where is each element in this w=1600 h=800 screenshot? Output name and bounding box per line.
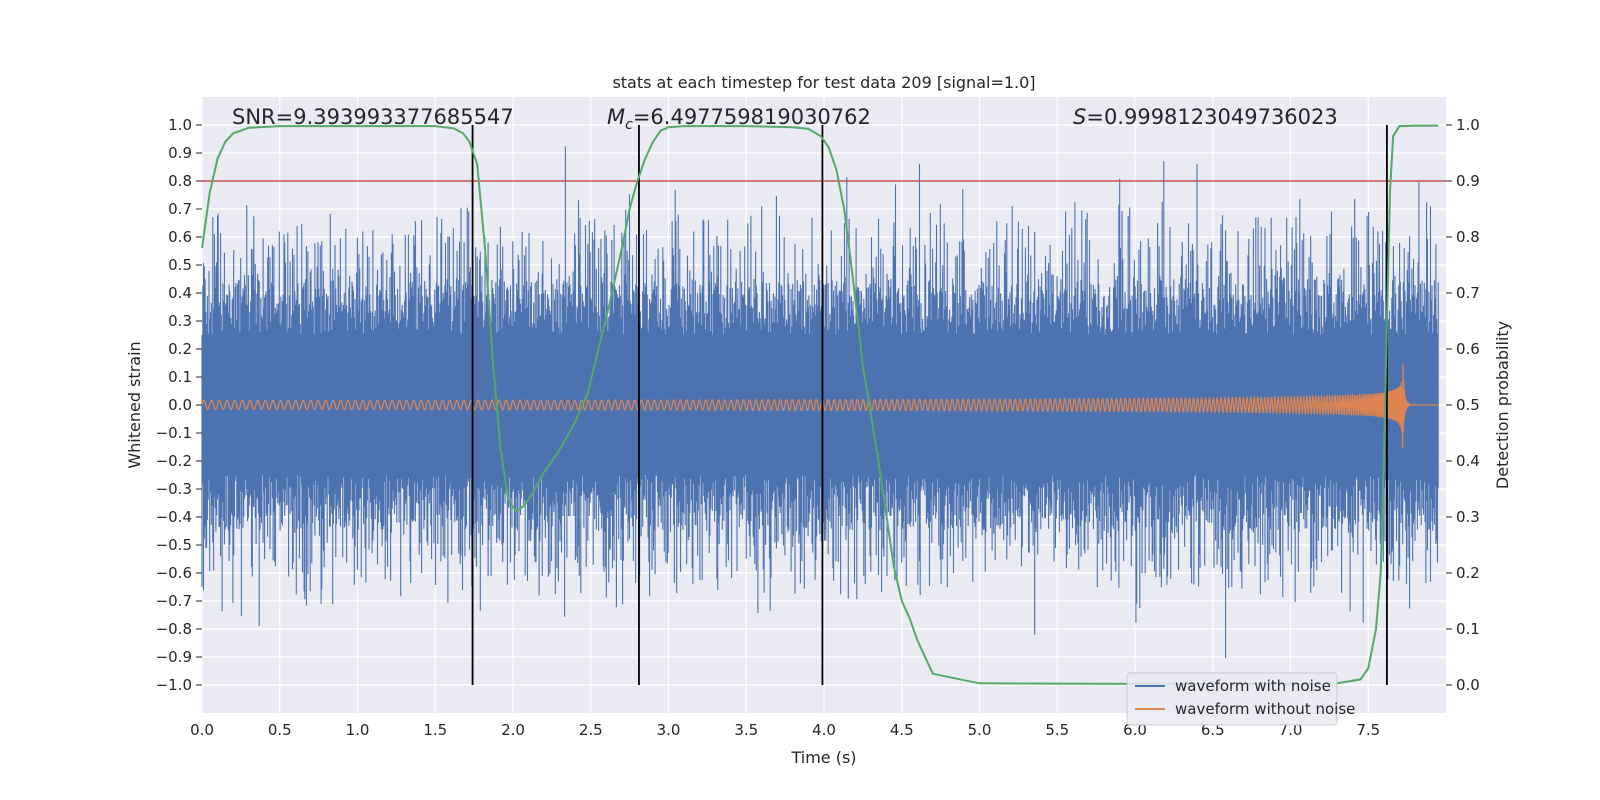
snr-annotation: SNR=9.393993377685547 <box>232 105 514 129</box>
y2-tick-label: 0.0 <box>1456 676 1480 694</box>
legend: waveform with noise waveform without noi… <box>1127 673 1355 725</box>
y-tick-label: 0.8 <box>168 172 192 190</box>
chart-title: stats at each timestep for test data 209… <box>612 73 1035 92</box>
mc-symbol: M <box>607 105 625 129</box>
x-tick-label: 2.0 <box>501 721 525 739</box>
y-tick-label: 0.7 <box>168 200 192 218</box>
x-tick-label: 4.0 <box>812 721 836 739</box>
x-axis-label: Time (s) <box>790 748 856 767</box>
y2-tick-label: 1.0 <box>1456 116 1480 134</box>
y-tick-label: 0.2 <box>168 340 192 358</box>
y2-tick-label: 0.4 <box>1456 452 1480 470</box>
y-tick-labels: 1.0 0.9 0.8 0.7 0.6 0.5 0.4 0.3 0.2 0.1 0.0 −0.1 −0.… <box>156 116 202 694</box>
y2-tick-label: 0.3 <box>1456 508 1480 526</box>
x-tick-label: 0.0 <box>190 721 214 739</box>
y-axis-label: Whitened strain <box>125 341 144 468</box>
y-tick-label: −1.0 <box>156 676 192 694</box>
y-tick-label: −0.8 <box>156 620 192 638</box>
y-tick-label: −0.6 <box>156 564 192 582</box>
x-tick-label: 5.0 <box>968 721 992 739</box>
y-tick-label: −0.5 <box>156 536 192 554</box>
y-tick-label: −0.7 <box>156 592 192 610</box>
y2-tick-label: 0.1 <box>1456 620 1480 638</box>
y2-tick-labels: 1.0 0.9 0.8 0.7 0.6 0.5 0.4 0.3 0.2 0.1 0.0 <box>1446 116 1480 694</box>
mc-annotation: Mc=6.497759819030762 <box>607 105 871 133</box>
x-tick-label: 4.5 <box>890 721 914 739</box>
s-symbol: S <box>1073 105 1086 129</box>
y2-axis-label: Detection probability <box>1493 321 1512 489</box>
x-tick-label: 5.5 <box>1045 721 1069 739</box>
y2-tick-label: 0.8 <box>1456 228 1480 246</box>
y-tick-label: 0.6 <box>168 228 192 246</box>
x-tick-label: 2.5 <box>579 721 603 739</box>
y-tick-label: 0.5 <box>168 256 192 274</box>
y2-tick-label: 0.7 <box>1456 284 1480 302</box>
y-tick-label: −0.4 <box>156 508 192 526</box>
s-annotation: S=0.9998123049736023 <box>1073 105 1338 129</box>
y-tick-label: −0.9 <box>156 648 192 666</box>
y2-tick-label: 0.6 <box>1456 340 1480 358</box>
y-tick-label: 0.3 <box>168 312 192 330</box>
x-tick-label: 7.5 <box>1356 721 1380 739</box>
y2-tick-label: 0.2 <box>1456 564 1480 582</box>
y2-tick-label: 0.9 <box>1456 172 1480 190</box>
y-tick-label: −0.1 <box>156 424 192 442</box>
y-tick-label: 0.4 <box>168 284 192 302</box>
x-tick-label: 1.0 <box>346 721 370 739</box>
x-tick-label: 3.5 <box>734 721 758 739</box>
y-tick-label: 0.0 <box>168 396 192 414</box>
y-tick-label: −0.2 <box>156 452 192 470</box>
y-tick-label: 1.0 <box>168 116 192 134</box>
chart: 1.0 0.9 0.8 0.7 0.6 0.5 0.4 0.3 0.2 0.1 0.0 −0.1 −0.… <box>0 0 1600 800</box>
y-tick-label: −0.3 <box>156 480 192 498</box>
x-tick-label: 0.5 <box>268 721 292 739</box>
mc-value: =6.497759819030762 <box>633 105 871 129</box>
y-tick-label: 0.9 <box>168 144 192 162</box>
x-tick-label: 3.0 <box>657 721 681 739</box>
legend-label-clean: waveform without noise <box>1175 700 1355 718</box>
legend-label-noise: waveform with noise <box>1175 677 1331 695</box>
x-tick-label: 1.5 <box>423 721 447 739</box>
y2-tick-label: 0.5 <box>1456 396 1480 414</box>
y-tick-label: 0.1 <box>168 368 192 386</box>
s-value: =0.9998123049736023 <box>1086 105 1337 129</box>
